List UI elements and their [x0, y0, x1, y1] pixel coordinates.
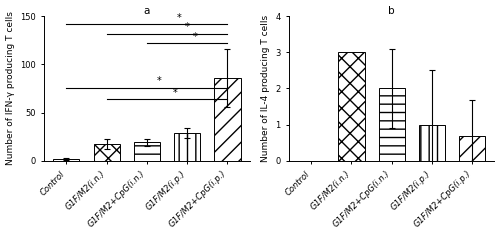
Y-axis label: Number of IL-4 producing T cells: Number of IL-4 producing T cells	[260, 15, 270, 162]
Y-axis label: Number of IFN-γ producing T cells: Number of IFN-γ producing T cells	[6, 12, 15, 165]
Text: *: *	[193, 32, 198, 42]
Bar	[338, 52, 364, 161]
Bar	[54, 159, 80, 161]
Bar	[214, 78, 240, 161]
Bar	[459, 137, 485, 161]
Bar	[378, 89, 405, 161]
Text: *: *	[185, 22, 190, 32]
Bar	[94, 144, 120, 161]
Bar	[134, 142, 160, 161]
Title: a: a	[144, 6, 150, 16]
Text: *: *	[172, 88, 178, 98]
Bar	[174, 133, 201, 161]
Text: *: *	[156, 76, 162, 86]
Text: *: *	[177, 13, 182, 23]
Title: b: b	[388, 6, 395, 16]
Bar	[419, 125, 445, 161]
